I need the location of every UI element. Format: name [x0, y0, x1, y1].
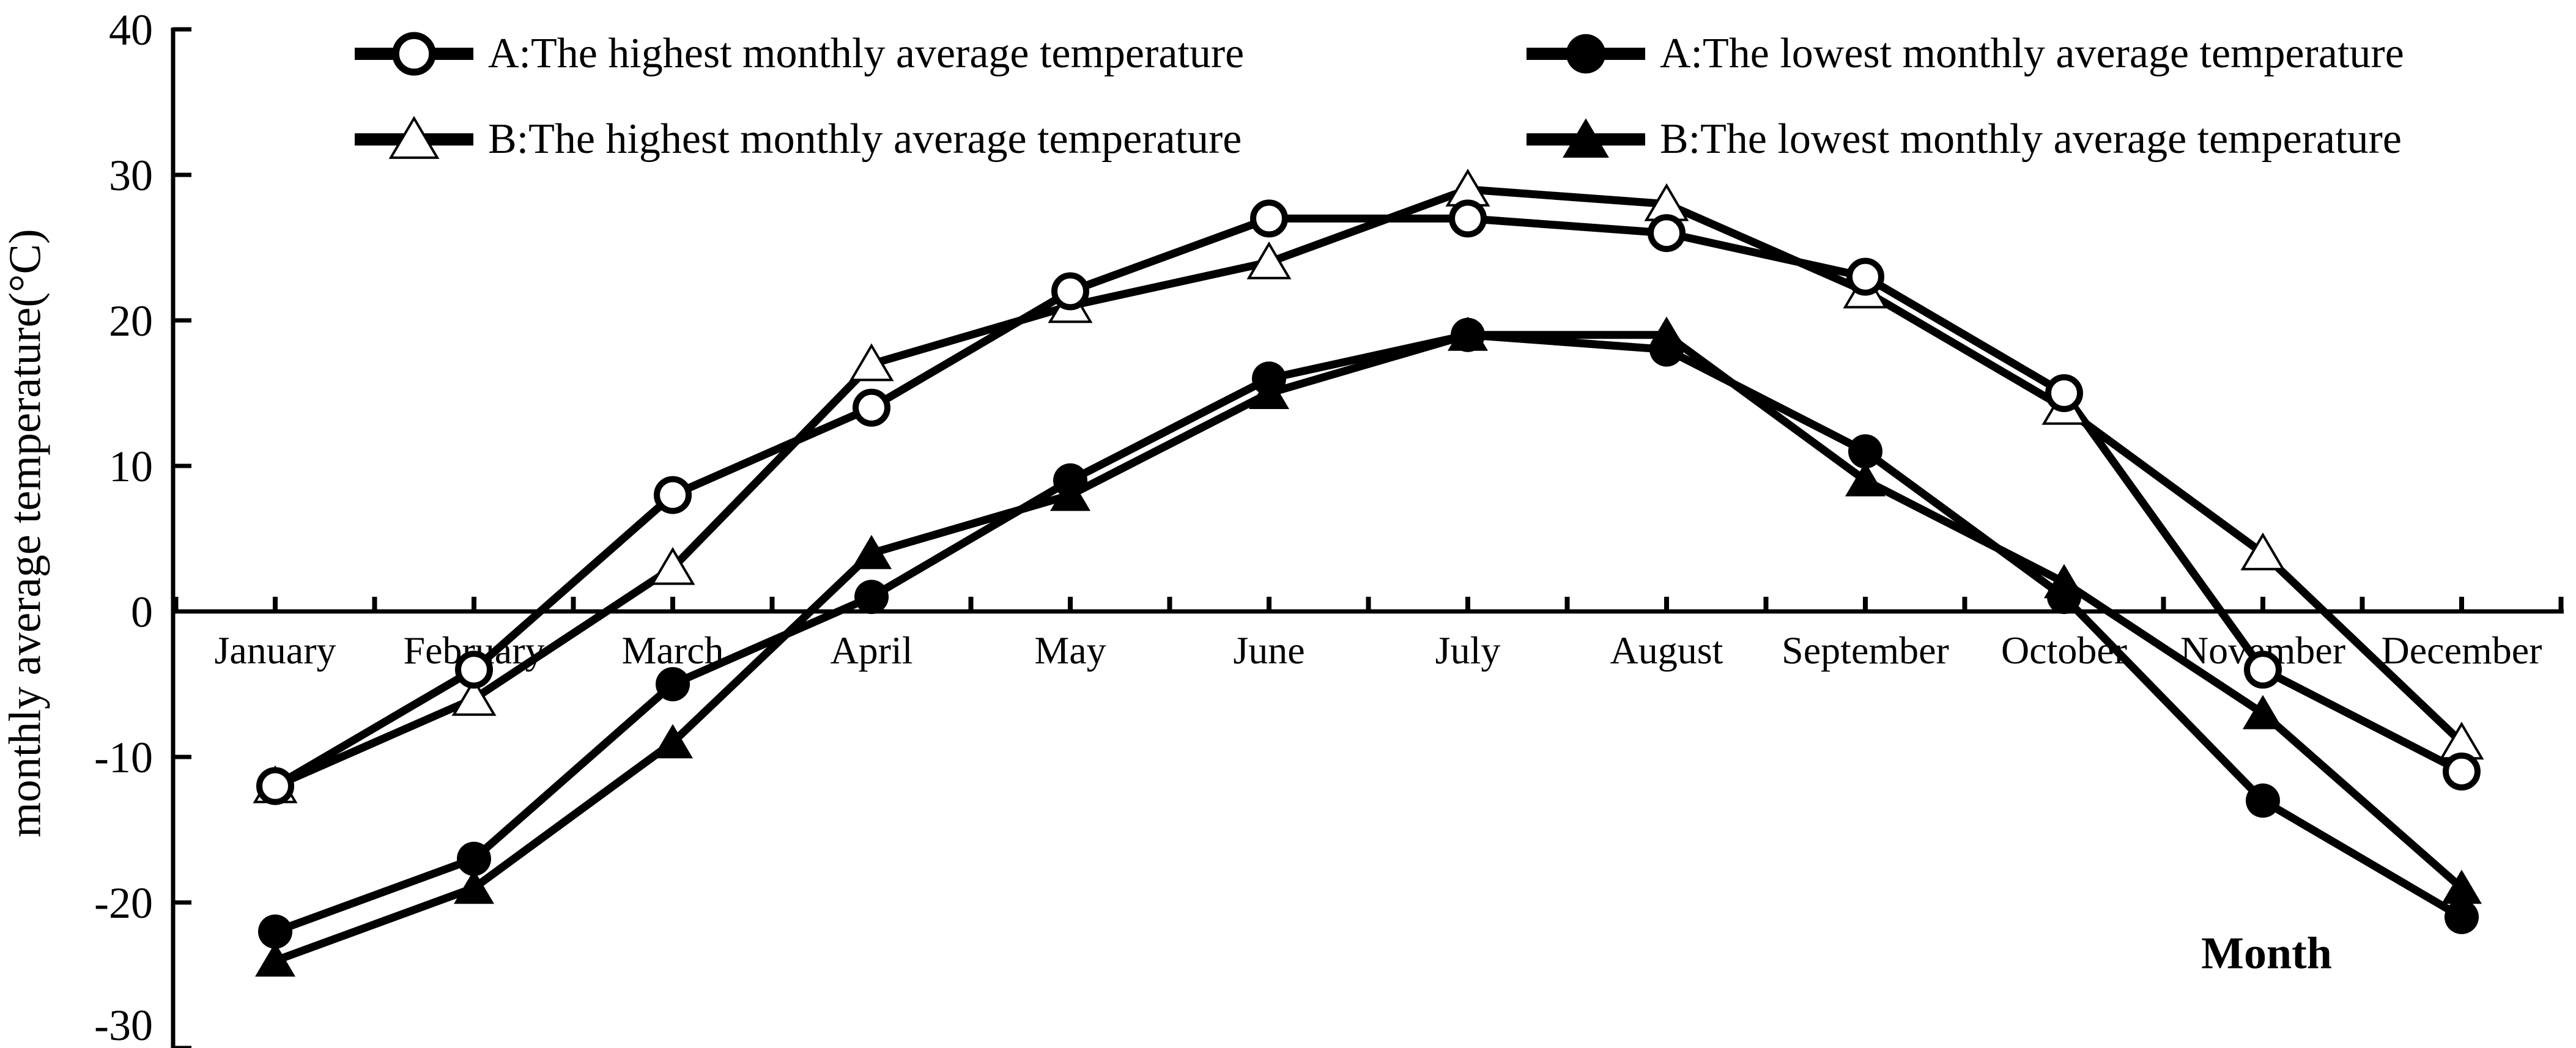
- open-circle-marker-icon: [1250, 199, 1288, 238]
- series-line-filled-circle: [273, 331, 2464, 935]
- open-triangle-marker-icon: [355, 116, 473, 159]
- filled-circle-marker-icon: [1053, 463, 1087, 498]
- y-tick-label: 40: [109, 6, 153, 54]
- filled-circle-marker-icon: [1451, 317, 1485, 352]
- filled-triangle-marker-icon: [1845, 462, 1886, 496]
- series-line-filled-triangle: [273, 331, 2465, 965]
- y-axis-title: monthly average temperature(°C): [0, 229, 51, 838]
- month-label: October: [2001, 629, 2127, 672]
- filled-triangle-marker-icon: [2441, 869, 2482, 904]
- filled-circle-marker-icon: [854, 580, 889, 614]
- open-circle-marker-icon: [1449, 199, 1487, 238]
- filled-triangle-marker-icon: [454, 869, 494, 904]
- open-triangle-marker-icon: [849, 343, 894, 382]
- open-circle-marker-icon: [256, 767, 294, 805]
- month-label: April: [830, 629, 912, 672]
- month-label: January: [214, 629, 336, 672]
- filled-triangle-marker-icon: [1563, 118, 1609, 158]
- filled-triangle-marker-icon: [851, 534, 892, 569]
- legend-item-a-highest: A:The highest monthly average temperatur…: [353, 31, 1244, 77]
- open-circle-marker-icon: [1846, 257, 1884, 296]
- filled-circle-marker-icon: [258, 914, 292, 949]
- open-circle-marker-icon: [455, 651, 493, 689]
- legend-item-b-highest: B:The highest monthly average temperatur…: [353, 116, 1242, 163]
- open-triangle-marker-icon: [650, 547, 695, 585]
- y-tick-label: 20: [109, 297, 153, 345]
- filled-circle-marker-icon: [457, 841, 491, 876]
- month-label: July: [1435, 629, 1501, 672]
- y-tick-label: 0: [131, 588, 153, 637]
- legend-label-b-highest: B:The highest monthly average temperatur…: [488, 116, 1242, 163]
- filled-triangle-marker-icon: [653, 724, 693, 759]
- legend-label-a-lowest: A:The lowest monthly average temperature: [1660, 30, 2404, 77]
- month-label: December: [2382, 629, 2542, 672]
- filled-triangle-marker-icon: [1527, 118, 1645, 158]
- y-tick-label: -20: [94, 879, 153, 928]
- series-line-open-circle: [273, 214, 2463, 790]
- filled-triangle-marker-icon: [2243, 695, 2283, 729]
- open-circle-marker-icon: [1051, 272, 1089, 311]
- open-circle-marker-icon: [654, 476, 692, 514]
- open-triangle-marker-icon: [388, 116, 440, 159]
- open-circle-marker-icon: [2045, 374, 2083, 412]
- y-tick-label: 10: [109, 442, 153, 491]
- filled-circle-marker-icon: [2047, 580, 2081, 614]
- month-label: March: [621, 629, 724, 672]
- filled-triangle-marker-icon: [255, 942, 295, 977]
- month-label: May: [1034, 629, 1106, 672]
- legend-item-a-lowest: A:The lowest monthly average temperature: [1525, 31, 2404, 77]
- filled-circle-marker-icon: [1848, 434, 1882, 469]
- legend-label-b-lowest: B:The lowest monthly average temperature: [1660, 116, 2402, 163]
- filled-circle-marker-icon: [2445, 899, 2479, 934]
- y-tick-label: -30: [94, 1001, 153, 1048]
- open-triangle-marker-icon: [451, 677, 497, 716]
- month-label: August: [1610, 629, 1723, 672]
- month-label: September: [1782, 629, 1949, 672]
- open-triangle-marker-icon: [2240, 532, 2285, 570]
- filled-circle-marker-icon: [656, 667, 690, 701]
- y-tick-label: -10: [94, 733, 153, 782]
- open-circle-marker-icon: [2244, 651, 2282, 689]
- filled-circle-marker-icon: [1566, 34, 1606, 74]
- filled-circle-marker-icon: [1252, 361, 1286, 396]
- month-label: June: [1233, 629, 1305, 672]
- y-tick-label: 30: [109, 151, 153, 200]
- filled-circle-marker-icon: [1649, 332, 1684, 367]
- open-circle-marker-icon: [355, 32, 473, 76]
- open-circle-marker-icon: [2443, 752, 2481, 791]
- legend-item-b-lowest: B:The lowest monthly average temperature: [1525, 116, 2402, 163]
- open-circle-marker-icon: [853, 388, 890, 427]
- filled-circle-marker-icon: [2246, 783, 2280, 818]
- filled-circle-marker-icon: [1527, 34, 1645, 74]
- open-triangle-marker-icon: [1246, 241, 1292, 279]
- legend-label-a-highest: A:The highest monthly average temperatur…: [488, 30, 1245, 77]
- open-circle-marker-icon: [392, 32, 436, 76]
- open-circle-marker-icon: [1648, 214, 1686, 253]
- x-axis-title: Month: [2201, 928, 2332, 979]
- series-line-open-triangle: [273, 185, 2465, 790]
